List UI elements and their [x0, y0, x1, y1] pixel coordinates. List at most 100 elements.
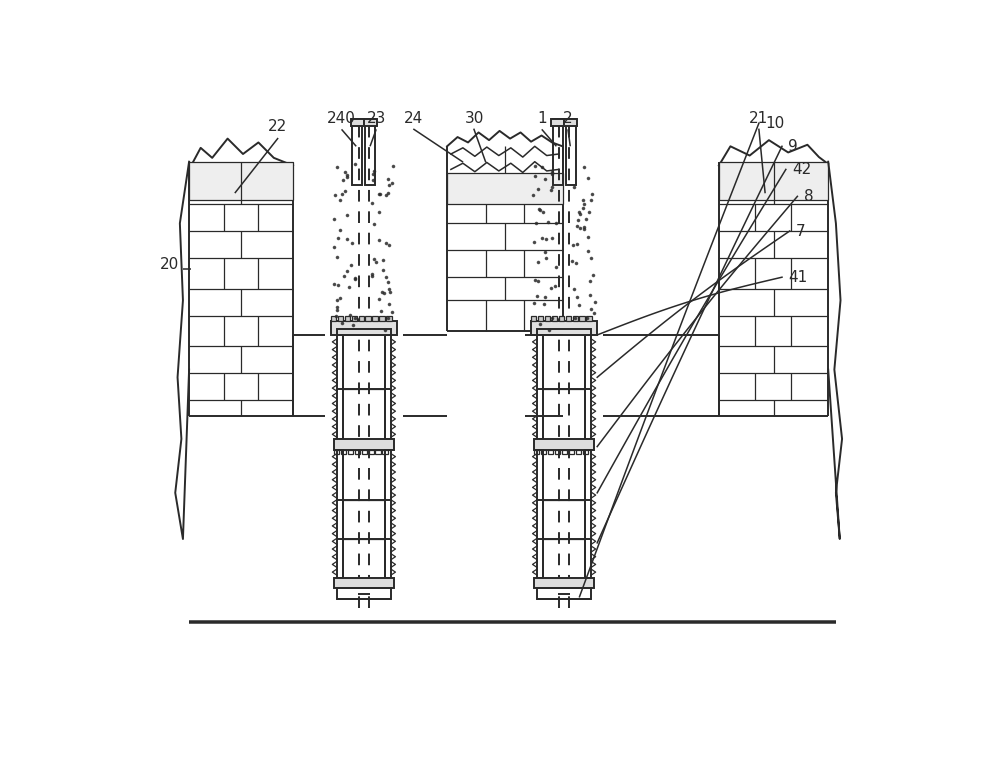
Point	[366, 218, 382, 230]
Point	[537, 172, 553, 185]
Bar	[386, 316, 392, 321]
Point	[543, 282, 559, 294]
Bar	[585, 450, 591, 578]
Point	[380, 312, 396, 324]
Bar	[583, 450, 588, 454]
Point	[584, 188, 600, 200]
Bar	[331, 316, 336, 321]
Bar	[566, 119, 576, 185]
Point	[580, 172, 596, 185]
Text: 10: 10	[765, 116, 784, 131]
Bar	[552, 316, 557, 321]
Point	[526, 296, 542, 309]
Bar	[382, 450, 388, 454]
Text: 23: 23	[367, 111, 386, 126]
Point	[569, 237, 585, 249]
Point	[365, 167, 381, 179]
Point	[581, 206, 597, 218]
Point	[385, 160, 401, 172]
Point	[576, 223, 592, 236]
Text: 8: 8	[804, 189, 813, 204]
Point	[339, 209, 355, 221]
Bar	[569, 450, 574, 454]
Text: 1: 1	[537, 111, 547, 126]
Bar	[562, 450, 567, 454]
Point	[534, 161, 550, 173]
Point	[540, 216, 556, 229]
Point	[580, 231, 596, 243]
Point	[381, 239, 397, 251]
Point	[378, 271, 394, 283]
Bar	[334, 439, 394, 450]
Bar	[379, 316, 385, 321]
Point	[337, 185, 353, 197]
Point	[535, 206, 551, 218]
Bar	[579, 316, 585, 321]
Point	[343, 259, 359, 271]
Bar	[372, 316, 378, 321]
Point	[569, 291, 585, 303]
Point	[371, 233, 387, 246]
Point	[364, 268, 380, 280]
Point	[564, 255, 580, 267]
Point	[565, 239, 581, 251]
Point	[580, 245, 596, 257]
Bar	[338, 316, 343, 321]
Text: 7: 7	[796, 223, 805, 239]
Bar	[553, 119, 563, 185]
Point	[582, 274, 598, 286]
Bar	[576, 450, 581, 454]
Point	[328, 310, 344, 323]
Point	[566, 181, 582, 193]
Text: 41: 41	[788, 270, 807, 285]
Point	[344, 237, 360, 249]
Point	[586, 307, 602, 320]
Point	[566, 283, 582, 295]
Bar	[337, 588, 391, 599]
Point	[382, 286, 398, 299]
Point	[329, 250, 345, 263]
Bar	[385, 450, 391, 578]
Point	[572, 222, 588, 234]
Point	[541, 324, 557, 336]
Bar	[537, 588, 591, 599]
Bar	[566, 316, 571, 321]
Point	[544, 312, 560, 324]
Point	[381, 179, 397, 192]
Text: 21: 21	[749, 111, 769, 126]
Point	[339, 169, 355, 181]
Point	[569, 220, 585, 233]
Point	[376, 287, 392, 300]
Point	[543, 183, 559, 196]
Point	[371, 206, 387, 218]
Bar	[359, 316, 364, 321]
Point	[372, 188, 388, 200]
Point	[339, 233, 355, 246]
Point	[571, 299, 587, 311]
Point	[538, 233, 554, 246]
Point	[371, 188, 387, 200]
Text: 30: 30	[464, 111, 484, 126]
Point	[529, 290, 545, 303]
Point	[345, 319, 361, 331]
Point	[537, 246, 553, 258]
Point	[330, 233, 346, 245]
Point	[548, 261, 564, 273]
Bar	[551, 119, 564, 126]
Bar	[355, 450, 360, 454]
Point	[544, 232, 560, 244]
Point	[547, 280, 563, 293]
Point	[347, 158, 363, 170]
Point	[536, 298, 552, 310]
Point	[583, 303, 599, 315]
Point	[575, 203, 591, 215]
Point	[327, 189, 343, 202]
Bar	[365, 119, 375, 185]
Bar	[345, 316, 350, 321]
Point	[544, 166, 560, 178]
Bar	[541, 450, 546, 454]
Bar	[369, 450, 374, 454]
Point	[339, 171, 355, 183]
Point	[375, 263, 391, 276]
Point	[527, 273, 543, 286]
